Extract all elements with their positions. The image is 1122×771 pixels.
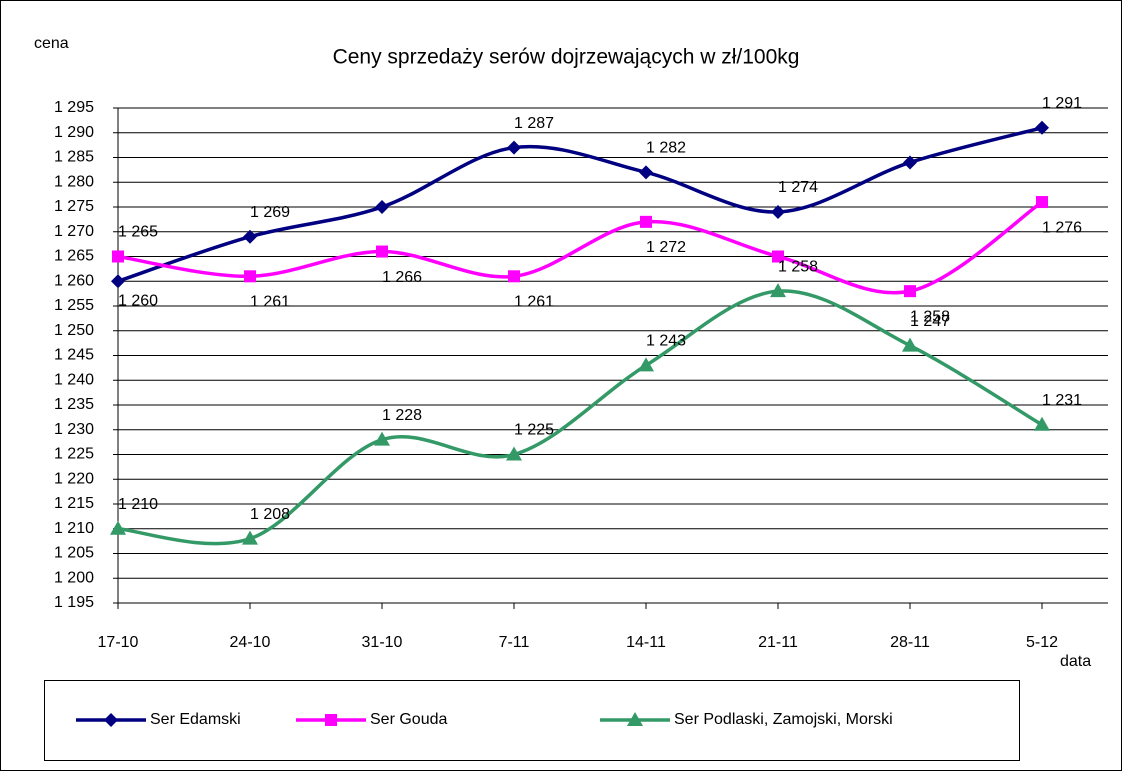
marker	[639, 165, 653, 180]
marker	[772, 250, 784, 263]
legend-label: Ser Edamski	[150, 711, 241, 728]
marker	[770, 283, 786, 298]
marker	[375, 200, 389, 214]
data-label: 1 261	[514, 294, 554, 311]
marker	[110, 520, 126, 535]
y-tick-label: 1 195	[54, 594, 94, 611]
y-tick-label: 1 205	[54, 545, 94, 562]
marker	[904, 285, 916, 298]
y-tick-label: 1 270	[54, 223, 94, 240]
marker	[376, 245, 388, 258]
data-label: 1 210	[118, 496, 158, 513]
y-tick-label: 1 260	[54, 272, 94, 289]
data-label: 1 258	[910, 308, 950, 325]
data-label: 1 225	[514, 422, 554, 439]
y-tick-label: 1 285	[54, 149, 94, 166]
marker	[325, 714, 337, 726]
series-line	[117, 289, 1043, 546]
y-tick-label: 1 210	[54, 520, 94, 537]
marker	[507, 140, 521, 155]
data-label: 1 291	[1042, 95, 1082, 112]
marker	[506, 446, 522, 461]
data-label: 1 260	[118, 292, 158, 309]
y-tick-label: 1 200	[54, 569, 94, 586]
x-tick-label: 31-10	[362, 634, 403, 651]
y-tick-label: 1 240	[54, 371, 94, 388]
y-tick-label: 1 220	[54, 470, 94, 487]
marker	[903, 155, 917, 170]
marker	[242, 530, 258, 545]
data-label: 1 208	[250, 506, 290, 523]
data-label: 1 247	[910, 313, 950, 330]
marker	[1034, 416, 1050, 431]
marker	[638, 357, 654, 372]
data-label: 1 272	[646, 239, 686, 256]
x-tick-label: 7-11	[499, 634, 530, 651]
y-tick-label: 1 290	[54, 124, 94, 141]
series-line	[117, 200, 1043, 295]
y-tick-label: 1 265	[54, 248, 94, 265]
data-label: 1 231	[1042, 392, 1082, 409]
data-label: 1 269	[250, 204, 290, 221]
y-tick-label: 1 215	[54, 495, 94, 512]
x-tick-label: 21-11	[758, 634, 798, 651]
data-label: 1 276	[1042, 219, 1082, 236]
y-tick-label: 1 225	[54, 446, 94, 463]
x-tick-label: 17-10	[98, 634, 139, 651]
legend-box	[44, 680, 1020, 761]
data-label: 1 282	[646, 140, 686, 157]
y-tick-label: 1 250	[54, 322, 94, 339]
data-label: 1 258	[778, 258, 818, 275]
legend-label: Ser Gouda	[370, 711, 447, 728]
marker	[1035, 120, 1049, 135]
data-label: 1 261	[250, 294, 290, 311]
y-tick-label: 1 235	[54, 396, 94, 413]
marker	[640, 215, 652, 228]
x-tick-label: 14-11	[626, 634, 666, 651]
x-tick-label: 28-11	[890, 634, 930, 651]
y-tick-label: 1 295	[54, 99, 94, 116]
marker	[374, 431, 390, 446]
data-label: 1 287	[514, 115, 554, 132]
marker	[508, 270, 520, 283]
marker	[112, 250, 124, 263]
x-tick-label: 24-10	[230, 634, 271, 651]
y-axis-label: cena	[34, 35, 69, 52]
marker	[627, 712, 643, 726]
x-axis-label: data	[1060, 653, 1091, 670]
legend-label: Ser Podlaski, Zamojski, Morski	[674, 711, 893, 728]
x-tick-label: 5-12	[1026, 634, 1058, 651]
marker	[902, 337, 918, 352]
marker	[1036, 196, 1048, 209]
y-tick-label: 1 255	[54, 297, 94, 314]
y-tick-label: 1 275	[54, 198, 94, 215]
marker	[111, 274, 125, 289]
data-label: 1 274	[778, 179, 818, 196]
data-label: 1 265	[118, 224, 158, 241]
marker	[104, 713, 118, 727]
data-label: 1 228	[382, 407, 422, 424]
marker	[243, 229, 257, 244]
marker	[771, 204, 785, 219]
y-tick-label: 1 230	[54, 421, 94, 438]
series-line	[117, 126, 1043, 283]
chart-title: Ceny sprzedaży serów dojrzewających w zł…	[333, 46, 800, 69]
data-label: 1 243	[646, 333, 686, 350]
y-tick-label: 1 245	[54, 347, 94, 364]
marker	[244, 270, 256, 283]
y-tick-label: 1 280	[54, 173, 94, 190]
data-label: 1 266	[382, 269, 422, 286]
